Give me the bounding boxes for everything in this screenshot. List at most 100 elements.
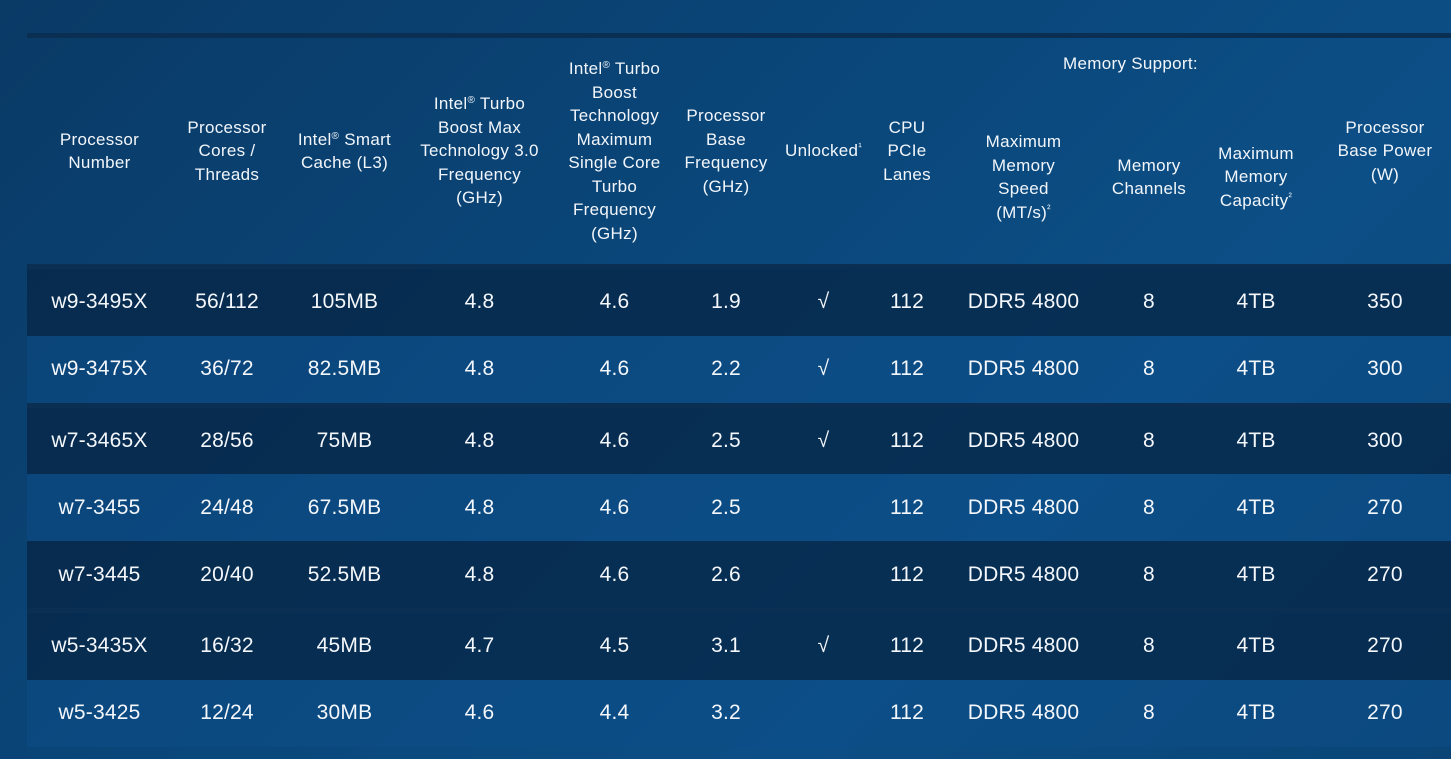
column-header-line: Intel® Smart (297, 129, 392, 149)
cell-unlocked: √ (775, 335, 872, 403)
cell-turbo_single: 4.6 (552, 335, 677, 403)
column-header-line: Memory (991, 155, 1056, 175)
table-row: w5-3425 12/24 30MB 4.6 4.4 3.2 112 DDR5 4800 8 4T… (27, 679, 1451, 747)
table-header: Processor Number Processor Cores / Threads In… (27, 38, 1451, 264)
cell-mem_capacity: 4TB (1193, 541, 1319, 608)
column-header-line: Lanes (883, 164, 931, 184)
column-header-base_freq: Processor Base Frequency (GHz) (677, 38, 775, 264)
column-header-line: Unlocked¹ (785, 141, 862, 161)
column-header-line: Processor (686, 106, 766, 125)
column-header-line: PCIe (887, 141, 927, 161)
cell-cores: 36/72 (172, 335, 282, 403)
spec-table-wrapper: Processor Number Processor Cores / Threads In… (27, 33, 1451, 747)
column-header-line: Frequency (572, 200, 657, 219)
cell-cores: 16/32 (172, 612, 282, 680)
cell-mem_speed: DDR5 4800 (942, 269, 1105, 336)
cell-processor: w7-3455 (27, 474, 172, 542)
column-header-line: Maximum (1218, 143, 1294, 163)
cell-cores: 12/24 (172, 679, 282, 747)
cell-mem_speed: DDR5 4800 (942, 541, 1105, 608)
cell-cores: 56/112 (172, 269, 282, 336)
column-header-line: Boost (592, 82, 637, 102)
row-separator (27, 402, 1451, 408)
cell-turbo_max_3: 4.8 (407, 541, 552, 608)
column-header-processor: Processor Number (27, 38, 172, 264)
column-header-turbo_max_3: Intel® Turbo Boost Max Technology 3.0 Frequ… (407, 38, 552, 264)
cell-mem_channels: 8 (1105, 335, 1193, 403)
cell-mem_speed: DDR5 4800 (942, 407, 1105, 475)
column-header-line: Memory (1224, 167, 1288, 187)
cell-mem_capacity: 4TB (1193, 679, 1319, 747)
cell-pcie: 112 (872, 541, 942, 608)
column-header-line: Technology (569, 106, 659, 125)
column-header-line: Intel® Turbo (433, 94, 526, 114)
cell-pcie: 112 (872, 335, 942, 403)
column-header-line: Processor (187, 117, 267, 137)
column-header-line: Channels (1111, 179, 1187, 198)
processor-spec-table: Processor Number Processor Cores / Threads In… (27, 38, 1451, 747)
cell-mem_speed: DDR5 4800 (942, 612, 1105, 680)
header-rule (27, 264, 1451, 269)
cell-processor: w5-3425 (27, 679, 172, 747)
cell-base_freq: 2.6 (677, 541, 775, 608)
cell-base_freq: 3.1 (677, 612, 775, 680)
cell-cache: 52.5MB (282, 541, 407, 608)
column-header-line: Frequency (437, 164, 522, 184)
cell-unlocked: √ (775, 269, 872, 336)
column-header-unlocked: Unlocked¹ (775, 38, 872, 264)
table-body: w9-3495X 56/112 105MB 4.8 4.6 1.9 √ 112 DDR5 480… (27, 264, 1451, 747)
cell-turbo_max_3: 4.8 (407, 269, 552, 336)
column-header-line: Processor (1345, 117, 1425, 137)
cell-cache: 82.5MB (282, 335, 407, 403)
cell-turbo_single: 4.6 (552, 269, 677, 336)
memory-support-group-label: Memory Support: (1063, 54, 1198, 74)
table-row: w9-3495X 56/112 105MB 4.8 4.6 1.9 √ 112 DDR5 480… (27, 269, 1451, 336)
cell-turbo_single: 4.6 (552, 474, 677, 542)
cell-mem_channels: 8 (1105, 269, 1193, 336)
cell-mem_capacity: 4TB (1193, 612, 1319, 680)
cell-turbo_max_3: 4.8 (407, 407, 552, 475)
cell-pcie: 112 (872, 474, 942, 542)
cell-base_power: 270 (1319, 679, 1451, 747)
cell-cores: 20/40 (172, 541, 282, 608)
cell-mem_channels: 8 (1105, 474, 1193, 542)
cell-base_power: 350 (1319, 269, 1451, 336)
column-header-line: Boost Max (437, 117, 521, 137)
cell-base_freq: 2.5 (677, 474, 775, 542)
cell-mem_capacity: 4TB (1193, 407, 1319, 475)
cell-base_power: 270 (1319, 474, 1451, 542)
column-header-line: Threads (194, 164, 260, 184)
column-header-pcie: CPU PCIe Lanes (872, 38, 942, 264)
table-row: w5-3435X 16/32 45MB 4.7 4.5 3.1 √ 112 DDR5 4800 8… (27, 612, 1451, 680)
table-row: w7-3445 20/40 52.5MB 4.8 4.6 2.6 112 DDR5 4800 8… (27, 541, 1451, 608)
cell-pcie: 112 (872, 269, 942, 336)
cell-processor: w7-3465X (27, 407, 172, 475)
column-header-line: (GHz) (702, 176, 750, 196)
cell-cache: 75MB (282, 407, 407, 475)
cell-processor: w9-3475X (27, 335, 172, 403)
cell-mem_channels: 8 (1105, 541, 1193, 608)
cell-mem_channels: 8 (1105, 679, 1193, 747)
column-header-line: Capacity² (1219, 190, 1293, 210)
column-header-line: Single Core (568, 153, 661, 172)
column-header-line: Base (706, 129, 746, 149)
cell-base_power: 270 (1319, 541, 1451, 608)
cell-cache: 45MB (282, 612, 407, 680)
cell-base_freq: 2.2 (677, 335, 775, 403)
cell-unlocked (775, 474, 872, 542)
cell-mem_speed: DDR5 4800 (942, 474, 1105, 542)
column-header-line: Cache (L3) (300, 153, 389, 172)
column-header-cores: Processor Cores / Threads (172, 38, 282, 264)
cell-base_freq: 1.9 (677, 269, 775, 336)
column-header-line: (MT/s)² (996, 202, 1051, 222)
column-header-line: (GHz) (456, 188, 503, 208)
row-separator (27, 607, 1451, 613)
column-header-line: Turbo (591, 176, 638, 196)
cell-turbo_max_3: 4.7 (407, 612, 552, 680)
header-group-row: Processor Number Processor Cores / Threads In… (27, 38, 1451, 242)
column-header-mem_channels: Memory Channels (1105, 90, 1193, 264)
cell-base_power: 300 (1319, 335, 1451, 403)
column-header-mem_capacity: Maximum Memory Capacity² (1193, 90, 1319, 264)
cell-processor: w7-3445 (27, 541, 172, 608)
cell-processor: w5-3435X (27, 612, 172, 680)
